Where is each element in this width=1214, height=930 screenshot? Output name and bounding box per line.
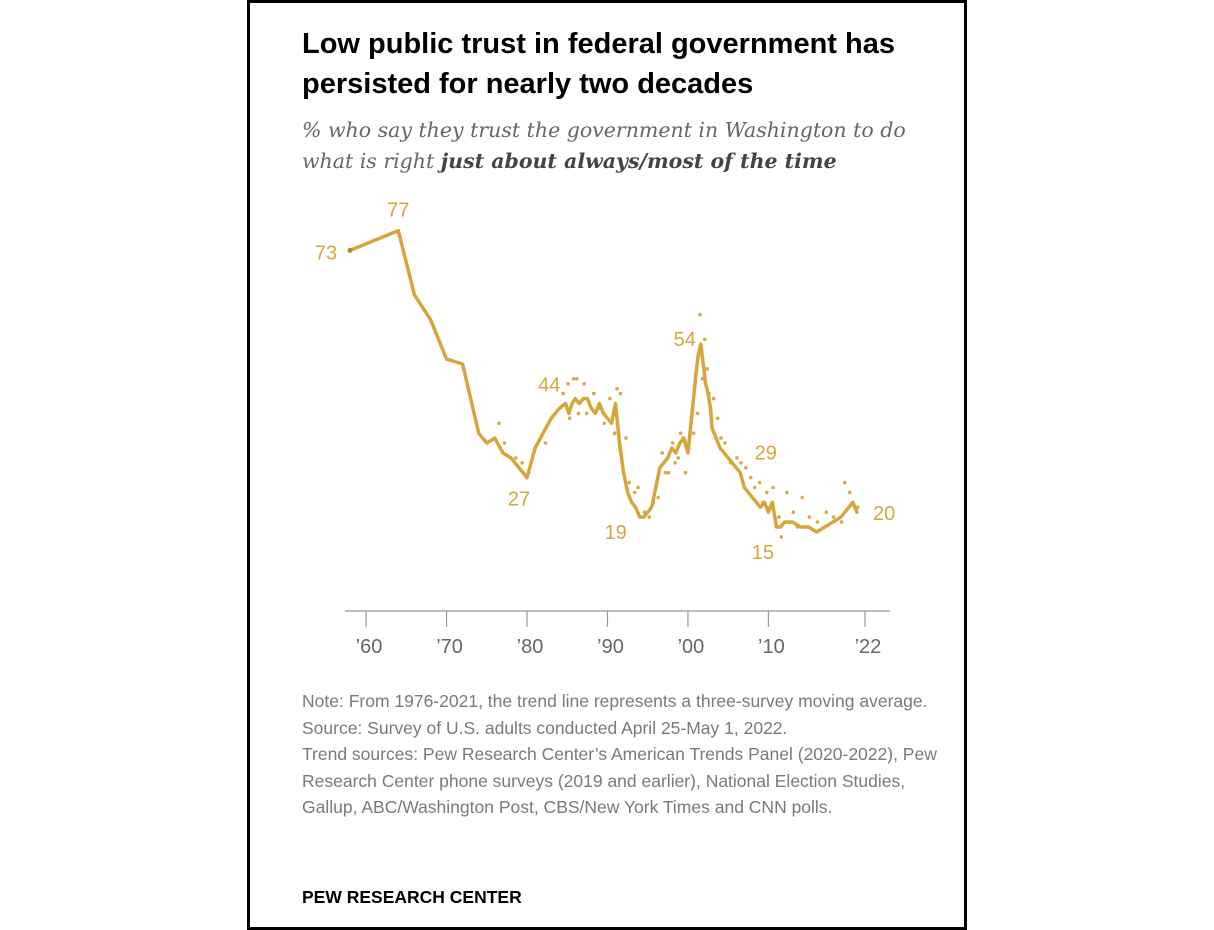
survey-dot: [824, 510, 829, 514]
survey-dot: [624, 436, 628, 440]
x-tick-label-1980: ’80: [517, 636, 544, 658]
survey-dot: [618, 391, 623, 396]
survey-dot: [748, 475, 753, 480]
survey-dot: [757, 480, 762, 485]
subtitle-lead: % who say they trust the government in W…: [302, 118, 906, 173]
survey-dot: [839, 520, 844, 524]
survey-dot: [719, 436, 723, 440]
survey-dot: [843, 480, 847, 485]
survey-dot: [847, 490, 852, 495]
survey-dot: [715, 416, 720, 421]
survey-dot: [678, 431, 683, 436]
survey-dot: [695, 411, 700, 416]
survey-dot: [791, 510, 796, 514]
survey-dot: [663, 470, 668, 475]
survey-dot: [561, 391, 565, 396]
value-label-27: 27: [508, 489, 530, 511]
survey-dot: [575, 377, 579, 381]
survey-dot: [673, 461, 677, 465]
trend-line-group: [347, 228, 859, 534]
x-tick-label-2000: ’00: [678, 636, 705, 658]
value-label-73: 73: [315, 242, 337, 264]
survey-dot: [612, 431, 617, 436]
value-label-19: 19: [605, 522, 627, 544]
survey-dot: [703, 337, 707, 342]
survey-dot: [615, 386, 619, 391]
x-tick-label-2010: ’10: [758, 636, 785, 658]
survey-dot: [744, 465, 748, 470]
survey-dot: [698, 312, 702, 317]
survey-dot: [576, 411, 581, 416]
survey-dot: [723, 441, 727, 445]
brand-footer: PEW RESEARCH CENTER: [302, 887, 522, 907]
survey-dot: [584, 411, 589, 416]
survey-dot: [785, 490, 789, 495]
survey-dot: [752, 485, 757, 490]
trend-sources-text: Trend sources: Pew Research Center’s Ame…: [302, 744, 937, 817]
survey-dot: [636, 485, 640, 490]
survey-dot: [683, 470, 688, 475]
trend-line: [348, 228, 859, 534]
survey-dot: [514, 456, 518, 460]
survey-dot: [566, 382, 570, 386]
x-tick-label-2022: ’22: [855, 636, 882, 658]
survey-dot: [815, 520, 820, 524]
subtitle-emphasis: just about always/most of the time: [440, 149, 837, 173]
x-tick-label-1990: ’90: [597, 636, 624, 658]
survey-dot: [691, 431, 696, 436]
value-label-44: 44: [538, 375, 560, 397]
survey-dot: [543, 441, 548, 445]
value-label-29: 29: [755, 443, 777, 465]
x-tick-label-1970: ’70: [436, 636, 463, 658]
x-axis: ’60 ’70 ’80 ’90 ’00 ’10 ’22: [345, 610, 890, 658]
survey-dot: [571, 377, 576, 381]
survey-dot: [670, 441, 675, 445]
survey-dot: [520, 461, 524, 465]
survey-dot: [502, 441, 507, 445]
survey-dot: [666, 470, 671, 475]
survey-dot: [497, 421, 501, 426]
value-label-15: 15: [752, 542, 774, 564]
survey-dot: [735, 456, 739, 460]
survey-dot: [582, 382, 586, 386]
survey-dot: [608, 396, 612, 401]
survey-dot: [602, 421, 607, 426]
x-tick-label-1960: ’60: [356, 636, 383, 658]
survey-dot: [800, 495, 804, 500]
value-label-54: 54: [674, 329, 696, 351]
chart-card: Low public trust in federal government h…: [247, 0, 967, 930]
trend-start-point: [347, 247, 353, 253]
survey-dot: [705, 367, 709, 371]
survey-dot: [633, 490, 637, 495]
survey-dot: [627, 480, 631, 485]
chart-title: Low public trust in federal government h…: [302, 28, 895, 100]
survey-dot: [771, 485, 775, 490]
chart-notes: Note: From 1976-2021, the trend line rep…: [302, 688, 942, 821]
value-label-77: 77: [387, 200, 409, 222]
survey-dot: [656, 495, 660, 500]
survey-dot: [779, 535, 784, 539]
chart-subtitle: % who say they trust the government in W…: [302, 115, 942, 177]
note-text: Note: From 1976-2021, the trend line rep…: [302, 691, 928, 711]
survey-dot: [765, 490, 769, 495]
survey-dot: [777, 515, 781, 519]
survey-dot: [711, 396, 716, 401]
source-text: Source: Survey of U.S. adults conducted …: [302, 717, 788, 738]
value-labels: 73 77 27 44 19 54 29 15 20: [315, 200, 895, 564]
survey-dot: [831, 515, 836, 519]
survey-dot: [739, 461, 743, 465]
trust-line-chart: ’60 ’70 ’80 ’90 ’00 ’10 ’22 73 77 27 44 19 54 29 15 20: [315, 200, 895, 658]
survey-dot: [676, 456, 681, 460]
survey-dot: [567, 416, 572, 421]
survey-dot: [660, 451, 664, 455]
survey-dot: [647, 515, 652, 519]
survey-dot: [592, 391, 596, 396]
value-label-20: 20: [873, 503, 895, 525]
survey-dot: [807, 515, 812, 519]
